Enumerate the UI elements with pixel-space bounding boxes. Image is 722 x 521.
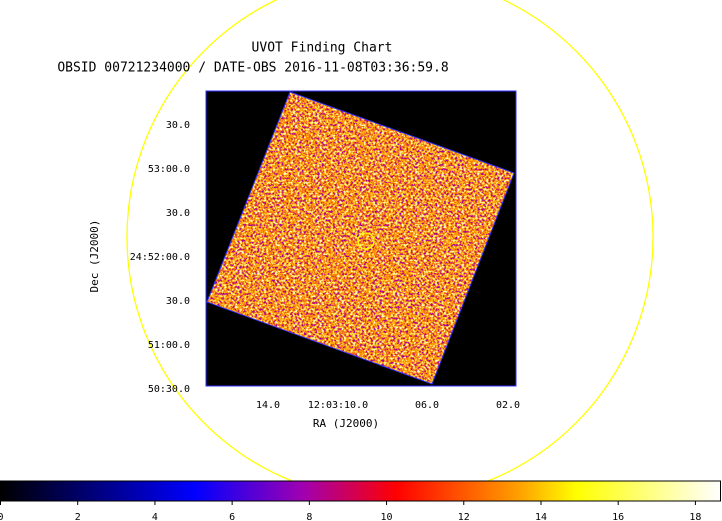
chart-title: UVOT Finding Chart xyxy=(252,41,393,56)
x-tick-label: 06.0 xyxy=(415,400,439,411)
y-tick-label: 30.0 xyxy=(166,120,190,131)
x-tick-label: 14.0 xyxy=(256,400,280,411)
colorbar-tick-label: 4 xyxy=(152,512,158,521)
x-axis-label: RA (J2000) xyxy=(313,417,379,430)
y-tick-label: 30.0 xyxy=(166,208,190,219)
field-edge xyxy=(206,91,515,385)
y-tick-label: 51:00.0 xyxy=(148,340,190,351)
colorbar-tick-label: 16 xyxy=(612,512,624,521)
colorbar-tick-label: 12 xyxy=(458,512,470,521)
y-tick-label: 24:52:00.0 xyxy=(130,252,190,263)
y-axis-label: Dec (J2000) xyxy=(88,220,101,293)
y-tick-label: 50:30.0 xyxy=(148,384,190,395)
colorbar-tick-label: 8 xyxy=(306,512,312,521)
colorbar xyxy=(0,480,721,502)
source-circle xyxy=(357,232,375,250)
chart-subtitle: OBSID 00721234000 / DATE-OBS 2016-11-08T… xyxy=(57,61,448,76)
x-tick-label: 02.0 xyxy=(496,400,520,411)
colorbar-tick-label: 18 xyxy=(689,512,701,521)
colorbar-tick-label: 2 xyxy=(75,512,81,521)
y-tick-label: 53:00.0 xyxy=(148,164,190,175)
colorbar-tick-label: 6 xyxy=(229,512,235,521)
colorbar-tick-label: 10 xyxy=(381,512,393,521)
colorbar-tick-label: 0 xyxy=(0,512,4,521)
x-tick-label: 12:03:10.0 xyxy=(308,400,368,411)
colorbar-tick-label: 14 xyxy=(535,512,547,521)
y-tick-label: 30.0 xyxy=(166,296,190,307)
